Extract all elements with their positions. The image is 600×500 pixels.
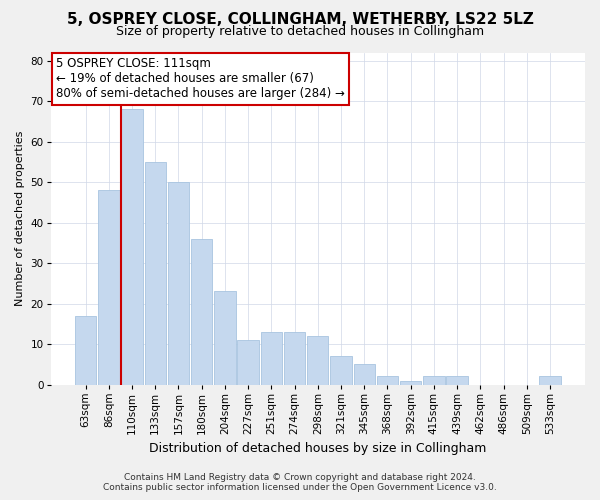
Bar [191,239,212,384]
Bar [145,162,166,384]
Bar [331,356,352,384]
Bar [238,340,259,384]
Bar [75,316,96,384]
Bar [307,336,328,384]
Text: Contains HM Land Registry data © Crown copyright and database right 2024.
Contai: Contains HM Land Registry data © Crown c… [103,473,497,492]
Bar [446,376,468,384]
Bar [284,332,305,384]
Bar [98,190,119,384]
X-axis label: Distribution of detached houses by size in Collingham: Distribution of detached houses by size … [149,442,487,455]
Bar [353,364,375,384]
Text: 5, OSPREY CLOSE, COLLINGHAM, WETHERBY, LS22 5LZ: 5, OSPREY CLOSE, COLLINGHAM, WETHERBY, L… [67,12,533,28]
Bar [423,376,445,384]
Y-axis label: Number of detached properties: Number of detached properties [15,131,25,306]
Text: Size of property relative to detached houses in Collingham: Size of property relative to detached ho… [116,25,484,38]
Bar [400,380,421,384]
Bar [214,292,236,384]
Bar [260,332,282,384]
Bar [377,376,398,384]
Bar [121,109,143,384]
Bar [168,182,189,384]
Text: 5 OSPREY CLOSE: 111sqm
← 19% of detached houses are smaller (67)
80% of semi-det: 5 OSPREY CLOSE: 111sqm ← 19% of detached… [56,58,345,100]
Bar [539,376,561,384]
